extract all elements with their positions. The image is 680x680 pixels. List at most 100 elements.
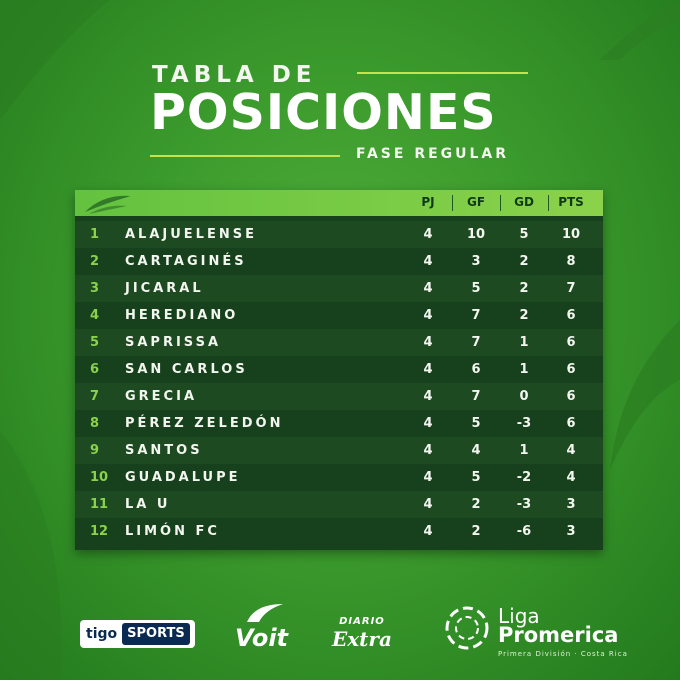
row-gf: 2 [471, 497, 481, 512]
row-pj: 4 [423, 281, 433, 296]
liga-promerica-logo: Liga Promerica Primera División · Costa … [443, 602, 627, 662]
row-position: 2 [90, 254, 100, 269]
row-gd: -6 [516, 524, 532, 539]
table-row: 7 GRECIA 4 7 0 6 [75, 383, 603, 410]
table-row: 6 SAN CARLOS 4 6 1 6 [75, 356, 603, 383]
row-position: 12 [90, 524, 109, 539]
row-gf: 3 [471, 254, 481, 269]
table-row: 12 LIMÓN FC 4 2 -6 3 [75, 518, 603, 545]
header-separator [452, 195, 453, 211]
leaf-header-icon [85, 195, 131, 214]
row-gd: -3 [516, 497, 532, 512]
header-separator [500, 195, 501, 211]
row-gd: -3 [516, 416, 532, 431]
liga-tagline: Primera División · Costa Rica [498, 650, 628, 658]
header-gf: GF [466, 195, 486, 209]
page-subtitle: FASE REGULAR [356, 146, 510, 162]
row-pj: 4 [423, 254, 433, 269]
table-row: 3 JICARAL 4 5 2 7 [75, 275, 603, 302]
row-pj: 4 [423, 362, 433, 377]
row-pts: 7 [566, 281, 576, 296]
tigo-logo-text: tigo [86, 626, 118, 642]
tigo-sports-logo: tigo SPORTS [80, 620, 195, 648]
leaf-decoration-bottom-left [0, 430, 62, 680]
row-pj: 4 [423, 389, 433, 404]
row-gf: 5 [471, 416, 481, 431]
row-gd: 2 [519, 281, 529, 296]
title-line-1: TABLA DE [152, 62, 317, 88]
row-gf: 5 [471, 470, 481, 485]
row-pts: 3 [566, 524, 576, 539]
table-header: PJ GF GD PTS [75, 190, 603, 216]
table-row: 5 SAPRISSA 4 7 1 6 [75, 329, 603, 356]
title-divider-top [357, 72, 528, 74]
diario-extra-logo: DIARIO Extra [332, 616, 392, 651]
row-position: 7 [90, 389, 100, 404]
row-position: 6 [90, 362, 100, 377]
extra-logo-text: Extra [332, 627, 392, 651]
row-pts: 3 [566, 497, 576, 512]
voit-wing-icon [247, 604, 283, 622]
row-pj: 4 [423, 497, 433, 512]
table-row: 10 GUADALUPE 4 5 -2 4 [75, 464, 603, 491]
row-team-name: GRECIA [125, 389, 197, 404]
row-team-name: LA U [125, 497, 171, 512]
row-pj: 4 [423, 227, 433, 242]
row-gf: 2 [471, 524, 481, 539]
title-divider-bottom [150, 155, 340, 157]
row-team-name: HEREDIANO [125, 308, 239, 323]
header-pj: PJ [421, 195, 435, 209]
row-gf: 4 [471, 443, 481, 458]
row-pts: 6 [566, 362, 576, 377]
table-row: 11 LA U 4 2 -3 3 [75, 491, 603, 518]
leaf-decoration-right [610, 320, 680, 470]
row-gd: 1 [519, 362, 529, 377]
header-gd: GD [514, 195, 534, 209]
row-pts: 4 [566, 470, 576, 485]
row-team-name: SAPRISSA [125, 335, 222, 350]
row-position: 9 [90, 443, 100, 458]
row-gf: 6 [471, 362, 481, 377]
table-row: 8 PÉREZ ZELEDÓN 4 5 -3 6 [75, 410, 603, 437]
row-gf: 7 [471, 335, 481, 350]
sports-logo-text: SPORTS [122, 623, 190, 645]
row-pts: 4 [566, 443, 576, 458]
row-pts: 6 [566, 308, 576, 323]
leaf-decoration-top-right [600, 0, 680, 60]
row-pj: 4 [423, 524, 433, 539]
row-position: 11 [90, 497, 109, 512]
row-pj: 4 [423, 335, 433, 350]
row-team-name: PÉREZ ZELEDÓN [125, 416, 284, 431]
standings-table: PJ GF GD PTS 1 ALAJUELENSE 4 10 5 10 2 CARTAGIN… [75, 190, 603, 550]
row-gf: 10 [466, 227, 486, 242]
leaf-decoration-top-left [0, 0, 110, 120]
row-team-name: ALAJUELENSE [125, 227, 257, 242]
diario-logo-text: DIARIO [339, 616, 385, 627]
row-gd: 2 [519, 254, 529, 269]
row-gd: 2 [519, 308, 529, 323]
row-gd: -2 [516, 470, 532, 485]
liga-ball-icon [445, 606, 489, 650]
row-gd: 5 [519, 227, 529, 242]
header-separator [548, 195, 549, 211]
liga-logo-text: Liga [498, 604, 540, 628]
row-position: 8 [90, 416, 100, 431]
page-title: POSICIONES [150, 84, 497, 141]
row-pts: 10 [561, 227, 581, 242]
row-pj: 4 [423, 308, 433, 323]
row-team-name: SANTOS [125, 443, 203, 458]
row-gd: 1 [519, 443, 529, 458]
row-gf: 7 [471, 389, 481, 404]
row-pts: 8 [566, 254, 576, 269]
row-gf: 7 [471, 308, 481, 323]
row-gf: 5 [471, 281, 481, 296]
row-team-name: CARTAGINÉS [125, 254, 247, 269]
row-position: 4 [90, 308, 100, 323]
row-position: 3 [90, 281, 100, 296]
row-pj: 4 [423, 416, 433, 431]
row-pts: 6 [566, 389, 576, 404]
row-team-name: GUADALUPE [125, 470, 241, 485]
row-position: 10 [90, 470, 109, 485]
promerica-logo-text: Promerica [498, 623, 619, 647]
table-row: 9 SANTOS 4 4 1 4 [75, 437, 603, 464]
